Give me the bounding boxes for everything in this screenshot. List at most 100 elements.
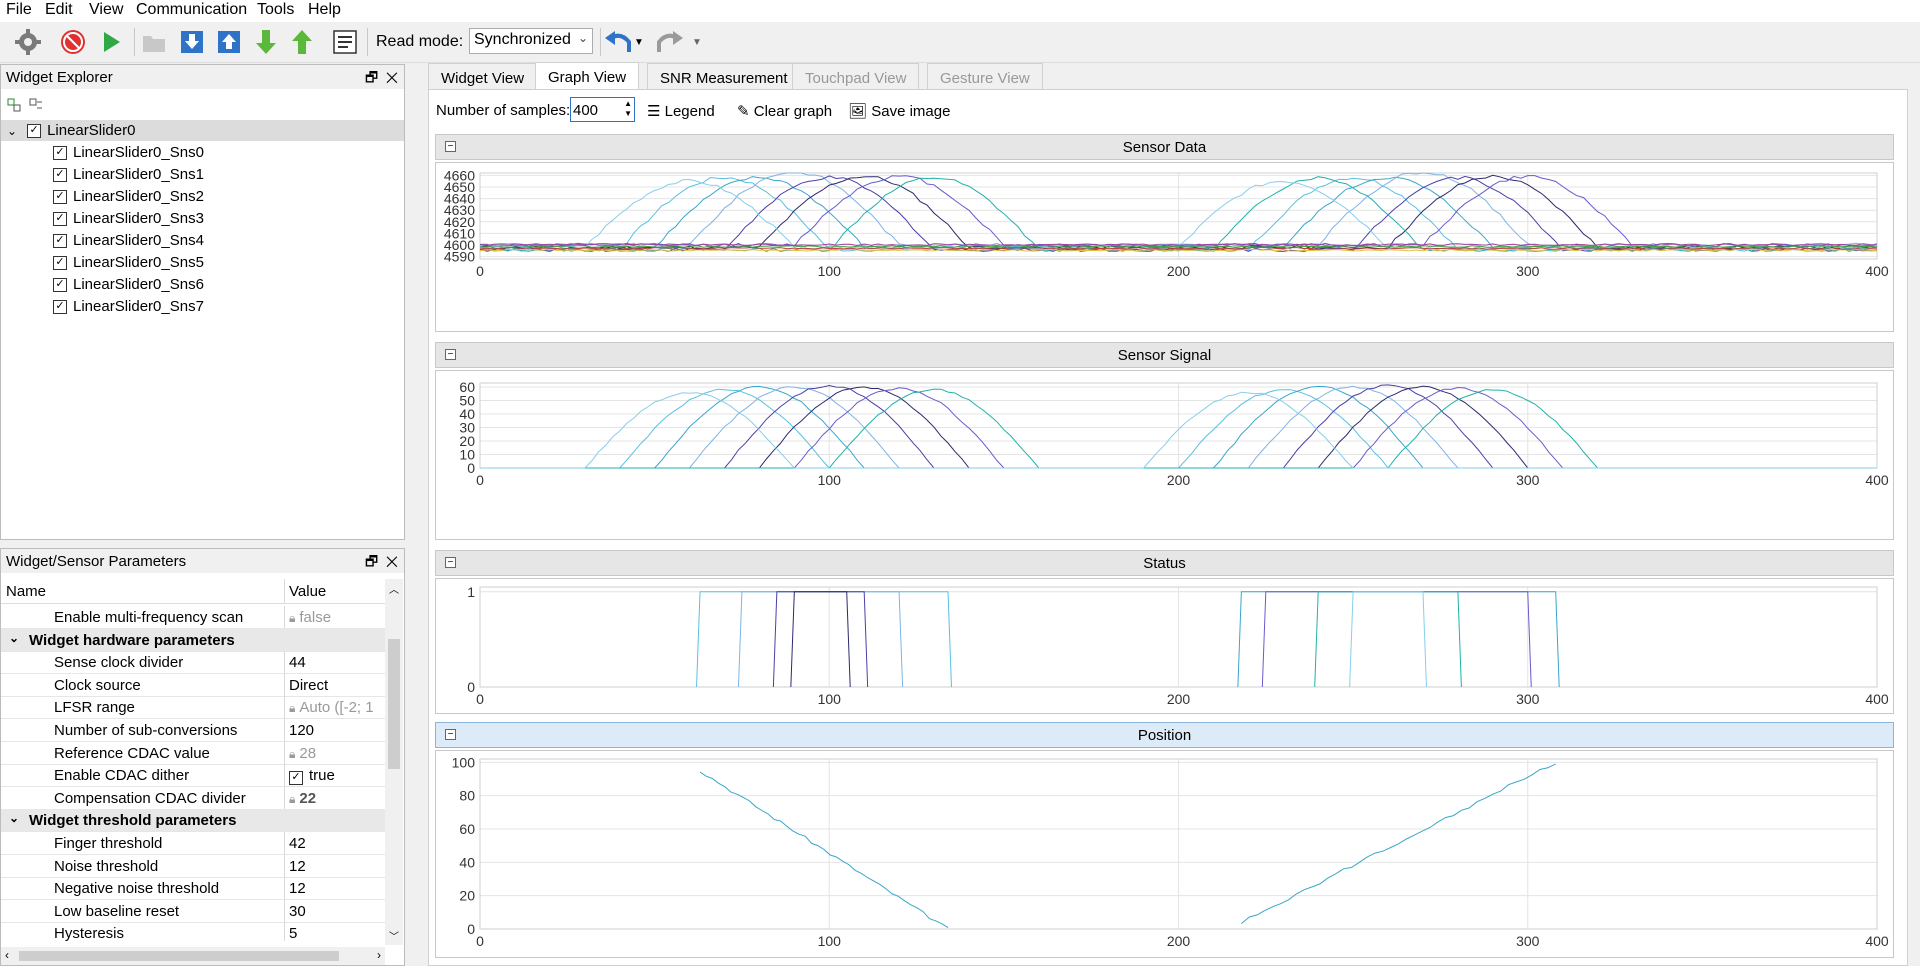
param-row[interactable]: Finger threshold 42 (1, 832, 385, 855)
checkbox[interactable]: ✓ (53, 211, 67, 226)
param-group-row[interactable]: ⌄ Widget hardware parameters (1, 628, 385, 652)
menu-view[interactable]: View (89, 1, 124, 18)
chevron-up-icon[interactable]: ︿ (389, 585, 399, 596)
params-vscrollbar[interactable]: ︿ ﹀ (385, 579, 403, 945)
float-icon[interactable]: 🗗 (364, 553, 379, 569)
spin-arrows-icon[interactable]: ▲ ▼ (624, 99, 632, 118)
col-value-header[interactable]: Value (289, 583, 327, 600)
splitter[interactable] (406, 64, 428, 966)
close-icon[interactable]: ✕ (385, 553, 398, 569)
chevron-down-icon[interactable]: ⌄ (7, 123, 18, 138)
params-hscrollbar[interactable]: ‹ › (1, 947, 385, 965)
graph-header-status[interactable]: − Status (435, 550, 1894, 576)
tree-item-sensor[interactable]: ✓ LinearSlider0_Sns6 (53, 274, 204, 295)
save-image-button[interactable]: 🖼 Save image (848, 102, 950, 120)
gear-icon[interactable] (13, 27, 43, 57)
menu-help[interactable]: Help (308, 1, 341, 18)
export-icon[interactable] (287, 27, 317, 57)
upload-icon[interactable] (214, 27, 244, 57)
param-row[interactable]: Enable CDAC dither ✓ true (1, 764, 385, 788)
graph-header-position[interactable]: − Position (435, 722, 1894, 748)
param-value[interactable]: ✓ true (289, 767, 335, 785)
tree-item-sensor[interactable]: ✓ LinearSlider0_Sns2 (53, 186, 204, 207)
chevron-down-icon[interactable]: ⌄ (9, 630, 20, 645)
tree-item-sensor[interactable]: ✓ LinearSlider0_Sns3 (53, 208, 204, 229)
chevron-right-icon[interactable]: › (377, 948, 381, 962)
params-hscroll-thumb[interactable] (19, 951, 339, 961)
tree-item-sensor[interactable]: ✓ LinearSlider0_Sns4 (53, 230, 204, 251)
collapse-all-icon[interactable] (29, 98, 43, 116)
chevron-left-icon[interactable]: ‹ (5, 948, 9, 962)
param-row[interactable]: Reference CDAC value 🔒︎ 28 (1, 741, 385, 765)
menu-file[interactable]: File (6, 1, 32, 18)
menu-tools[interactable]: Tools (257, 1, 295, 18)
checkbox-root[interactable]: ✓ (27, 123, 42, 138)
samples-value[interactable]: 400 (573, 102, 599, 119)
chevron-down-icon[interactable]: ﹀ (389, 932, 399, 943)
param-value[interactable]: 12 (289, 858, 306, 875)
param-value[interactable]: 🔒︎ 28 (289, 745, 316, 762)
param-value[interactable]: 🔒︎ Auto ([-2; 1 (289, 699, 374, 716)
play-icon[interactable] (96, 27, 126, 57)
tree-item-sensor[interactable]: ✓ LinearSlider0_Sns7 (53, 296, 204, 317)
param-value[interactable]: 🔒︎ false (289, 609, 331, 626)
param-row[interactable]: Hysteresis 5 (1, 922, 385, 941)
redo-dropdown-icon[interactable]: ▼ (692, 36, 702, 48)
close-icon[interactable]: ✕ (385, 69, 398, 85)
chevron-down-icon[interactable]: ⌄ (9, 811, 20, 826)
checkbox[interactable]: ✓ (53, 299, 67, 314)
expand-all-icon[interactable] (7, 98, 21, 116)
param-row[interactable]: Enable multi-frequency scan 🔒︎ false (1, 606, 385, 629)
tab-snr-measurement[interactable]: SNR Measurement (647, 63, 801, 89)
collapse-icon[interactable]: − (445, 349, 456, 360)
log-icon[interactable] (330, 27, 360, 57)
param-row[interactable]: Negative noise threshold 12 (1, 877, 385, 901)
param-row[interactable]: Low baseline reset 30 (1, 899, 385, 923)
collapse-icon[interactable]: − (445, 141, 456, 152)
param-value[interactable]: Direct (289, 677, 328, 694)
clear-graph-button[interactable]: ✎ Clear graph (737, 102, 832, 120)
param-row[interactable]: Number of sub-conversions 120 (1, 719, 385, 742)
samples-spinbox[interactable]: 400 ▲ ▼ (570, 97, 635, 122)
menu-communication[interactable]: Communication (136, 1, 248, 18)
tree-item-sensor[interactable]: ✓ LinearSlider0_Sns1 (53, 164, 204, 185)
param-value[interactable]: 🔒︎ 22 (289, 790, 316, 807)
checkbox[interactable]: ✓ (289, 770, 303, 785)
checkbox[interactable]: ✓ (53, 167, 67, 182)
checkbox[interactable]: ✓ (53, 277, 67, 292)
undo-icon[interactable] (603, 27, 633, 57)
checkbox[interactable]: ✓ (53, 233, 67, 248)
param-value[interactable]: 12 (289, 880, 306, 897)
tree-root-linearslider0[interactable]: ⌄ ✓ LinearSlider0 (1, 120, 404, 141)
checkbox[interactable]: ✓ (53, 255, 67, 270)
params-scroll-thumb[interactable] (388, 639, 400, 769)
read-mode-select[interactable]: Synchronized ⌄ (469, 28, 593, 54)
download-icon[interactable] (177, 27, 207, 57)
param-group-row[interactable]: ⌄ Widget threshold parameters (1, 809, 385, 833)
legend-button[interactable]: ☰ Legend (647, 102, 715, 120)
param-row[interactable]: Clock source Direct (1, 673, 385, 697)
checkbox[interactable]: ✓ (53, 145, 67, 160)
tab-widget-view[interactable]: Widget View (428, 63, 538, 89)
graph-header-sensor-signal[interactable]: − Sensor Signal (435, 342, 1894, 368)
checkbox[interactable]: ✓ (53, 189, 67, 204)
menu-edit[interactable]: Edit (45, 1, 73, 18)
param-value[interactable]: 44 (289, 654, 306, 671)
tree-item-sensor[interactable]: ✓ LinearSlider0_Sns0 (53, 142, 204, 163)
col-name-header[interactable]: Name (6, 583, 47, 600)
tree-item-sensor[interactable]: ✓ LinearSlider0_Sns5 (53, 252, 204, 273)
param-value[interactable]: 120 (289, 722, 314, 739)
param-row[interactable]: Sense clock divider 44 (1, 651, 385, 675)
collapse-icon[interactable]: − (445, 729, 456, 740)
tab-graph-view[interactable]: Graph View (535, 62, 640, 90)
param-value[interactable]: 42 (289, 835, 306, 852)
float-icon[interactable]: 🗗 (364, 69, 379, 85)
param-value[interactable]: 30 (289, 903, 306, 920)
undo-dropdown-icon[interactable]: ▼ (634, 36, 644, 48)
param-row[interactable]: Compensation CDAC divider 🔒︎ 22 (1, 786, 385, 810)
import-icon[interactable] (251, 27, 281, 57)
param-row[interactable]: Noise threshold 12 (1, 854, 385, 878)
graph-header-sensor-data[interactable]: − Sensor Data (435, 134, 1894, 160)
stop-icon[interactable] (58, 27, 88, 57)
collapse-icon[interactable]: − (445, 557, 456, 568)
